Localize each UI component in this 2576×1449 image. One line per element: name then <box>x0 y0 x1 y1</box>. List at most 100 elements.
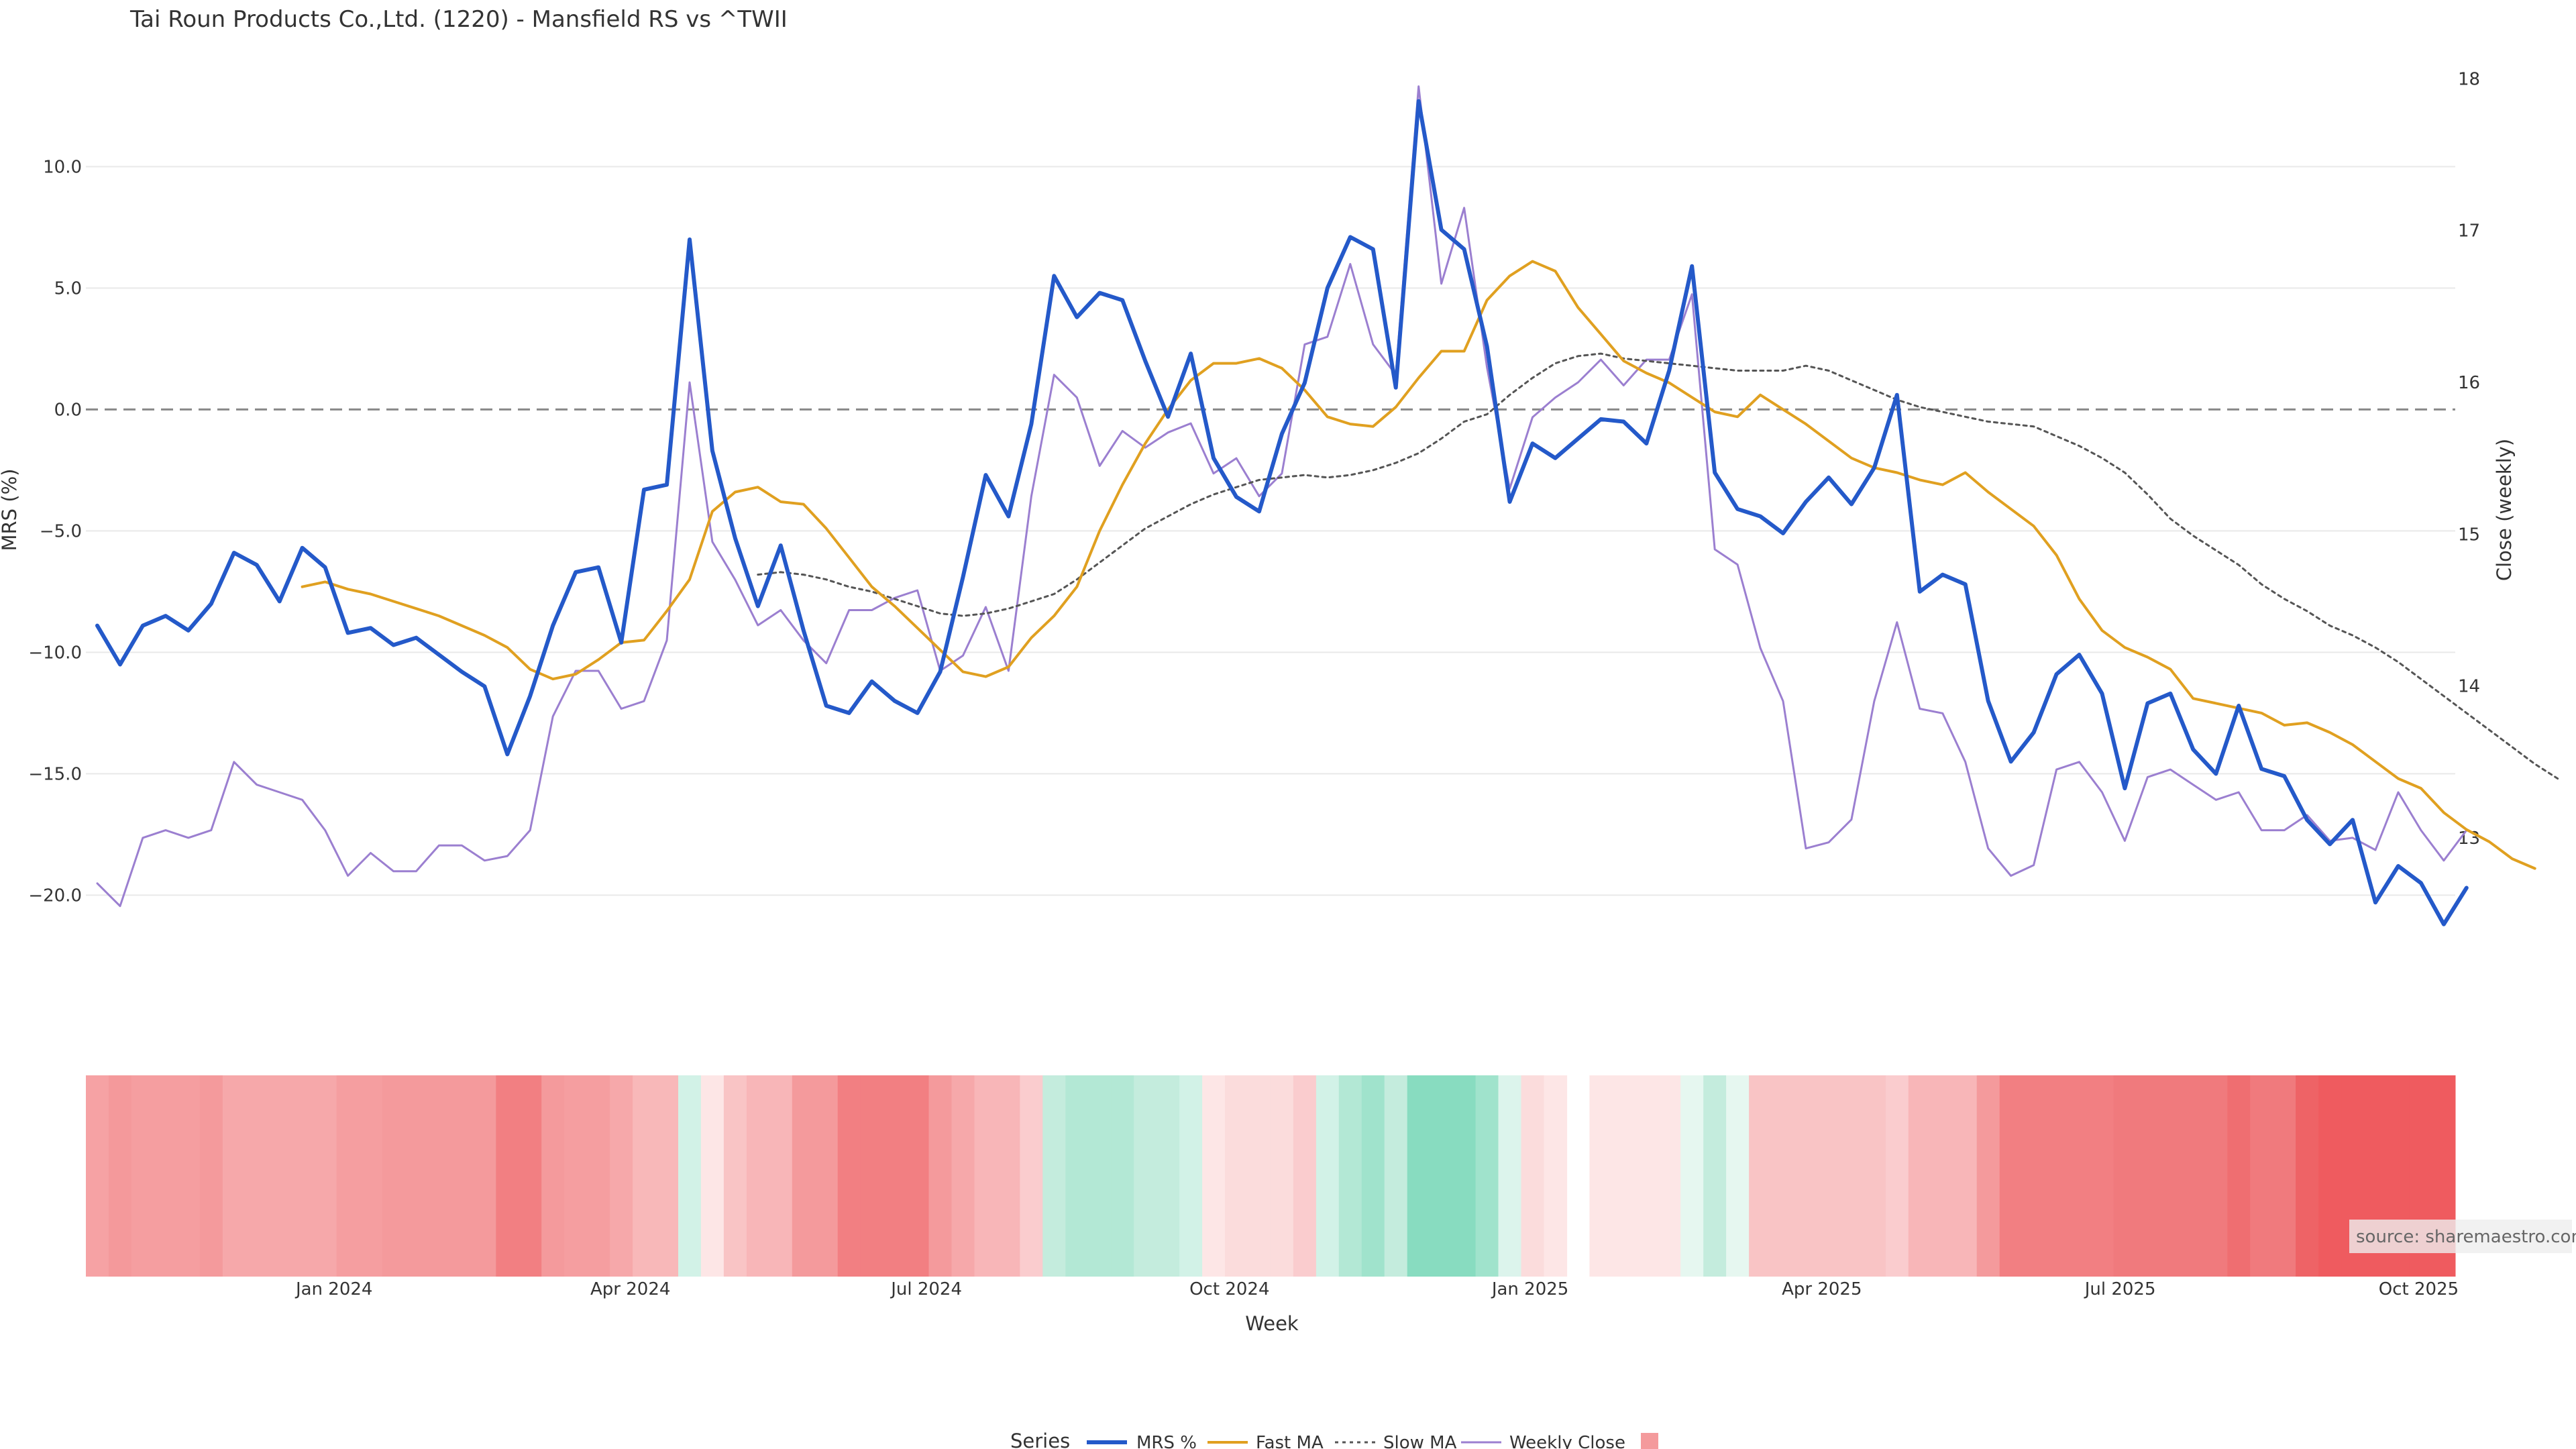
chart-title: Tai Roun Products Co.,Ltd. (1220) - Mans… <box>129 6 788 33</box>
y-left-tick-label: −5.0 <box>40 521 82 541</box>
heatmap-cell <box>1316 1075 1340 1277</box>
heatmap-cell <box>245 1075 269 1277</box>
heatmap-cell <box>176 1075 201 1277</box>
heatmap-cell <box>2204 1075 2228 1277</box>
heatmap-cell <box>473 1075 496 1277</box>
heatmap-cell <box>610 1075 633 1277</box>
heatmap-cell <box>1202 1075 1226 1277</box>
heatmap-cell <box>974 1075 998 1277</box>
series-weekly-close <box>96 85 2468 908</box>
y-left-tick-label: 10.0 <box>43 157 82 177</box>
x-tick-label: Jul 2025 <box>2084 1279 2156 1299</box>
fast-ma-line <box>301 260 2536 870</box>
heatmap-cell <box>313 1075 337 1277</box>
heatmap-cell <box>1635 1075 1658 1277</box>
source-badge-bg <box>2349 1220 2572 1253</box>
y-left-axis-title: MRS (%) <box>0 469 21 551</box>
heatmap-cell <box>700 1075 724 1277</box>
heatmap-cell <box>109 1075 132 1277</box>
heatmap-cell <box>359 1075 383 1277</box>
heatmap-cell <box>268 1075 292 1277</box>
heatmap-cell <box>1953 1075 1978 1277</box>
heatmap-cell <box>541 1075 565 1277</box>
heatmap-cell <box>2045 1075 2069 1277</box>
heatmap-cell <box>1772 1075 1795 1277</box>
heatmap-cell <box>1430 1075 1454 1277</box>
heatmap-cell <box>2090 1075 2114 1277</box>
legend-label: MRS % <box>1136 1433 1197 1449</box>
grid <box>86 166 2455 896</box>
heatmap-cell <box>1498 1075 1522 1277</box>
series-mrs <box>95 99 2469 926</box>
heatmap-cell <box>1361 1075 1385 1277</box>
heatmap-cell <box>587 1075 610 1277</box>
heatmap-cell <box>382 1075 406 1277</box>
heatmap-cell <box>1908 1075 1932 1277</box>
legend-title: Series <box>1010 1430 1070 1449</box>
heatmap-cell <box>86 1075 109 1277</box>
x-tick-label: Jan 2024 <box>294 1279 373 1299</box>
heatmap-cell <box>1544 1075 1568 1277</box>
heatmap-cell <box>131 1075 155 1277</box>
heatmap-cell <box>723 1075 747 1277</box>
y-right-tick-label: 16 <box>2458 373 2480 393</box>
y-left-tick-label: −15.0 <box>28 764 82 784</box>
heatmap-cell <box>1452 1075 1477 1277</box>
heatmap-cell <box>222 1075 246 1277</box>
y-left-tick-label: −10.0 <box>28 643 82 663</box>
heatmap-cell <box>837 1075 861 1277</box>
heatmap-cell <box>997 1075 1020 1277</box>
heatmap-cell <box>2182 1075 2205 1277</box>
heatmap-cell <box>199 1075 223 1277</box>
heatmap-cell <box>1088 1075 1112 1277</box>
heatmap-cell <box>860 1075 884 1277</box>
series-slow-ma <box>757 352 2559 780</box>
heatmap-cell <box>906 1075 930 1277</box>
heatmap-cell <box>496 1075 519 1277</box>
mrs-line <box>95 99 2469 926</box>
heatmap-cell <box>2296 1075 2319 1277</box>
heatmap-cell <box>1475 1075 1499 1277</box>
y-right-axis-title: Close (weekly) <box>2493 439 2516 581</box>
heatmap-cell <box>633 1075 656 1277</box>
heatmap-cell <box>1839 1075 1864 1277</box>
heatmap-cell <box>2273 1075 2296 1277</box>
x-tick-label: Oct 2025 <box>2379 1279 2459 1299</box>
legend: Series MRS % Fast MA Slow MA Weekly Close <box>1010 1430 1658 1449</box>
x-tick-label: Jan 2025 <box>1491 1279 1569 1299</box>
y-left-tick-label: 5.0 <box>54 278 82 299</box>
series-fast-ma <box>301 260 2536 870</box>
y-right-tick-label: 17 <box>2458 221 2480 241</box>
heatmap-cell <box>1157 1075 1180 1277</box>
heatmap-cell <box>405 1075 429 1277</box>
heatmap-cell <box>1885 1075 1909 1277</box>
heatmap-cell <box>1042 1075 1066 1277</box>
heatmap-cell <box>1680 1075 1704 1277</box>
heatmap-cell <box>792 1075 816 1277</box>
x-axis: Jan 2024 Apr 2024 Jul 2024 Oct 2024 Jan 2025… <box>294 1279 2459 1299</box>
heatmap-cell <box>1384 1075 1408 1277</box>
heatmap-cell <box>427 1075 451 1277</box>
heatmap-cell <box>1931 1075 1955 1277</box>
heatmap-cell <box>1179 1075 1203 1277</box>
legend-label: Fast MA <box>1256 1433 1324 1449</box>
heatmap-cell <box>290 1075 315 1277</box>
heatmap-cell <box>1248 1075 1271 1277</box>
slow-ma-line <box>757 352 2559 780</box>
heatmap-cell <box>655 1075 679 1277</box>
heatmap-cell <box>2022 1075 2046 1277</box>
heatmap-cell <box>519 1075 542 1277</box>
legend-label: Weekly Close <box>1509 1433 1625 1449</box>
heatmap-cell <box>1726 1075 1750 1277</box>
heatmap-cell <box>450 1075 474 1277</box>
heatmap-cell <box>1407 1075 1431 1277</box>
heatmap-cell <box>814 1075 839 1277</box>
x-tick-label: Oct 2024 <box>1189 1279 1269 1299</box>
heatmap-cell <box>336 1075 360 1277</box>
heatmap-cell <box>2068 1075 2092 1277</box>
heatmap-cell <box>1703 1075 1727 1277</box>
y-right-tick-label: 18 <box>2458 69 2480 89</box>
heatmap-cell <box>2250 1075 2273 1277</box>
heatmap-cell <box>2227 1075 2251 1277</box>
